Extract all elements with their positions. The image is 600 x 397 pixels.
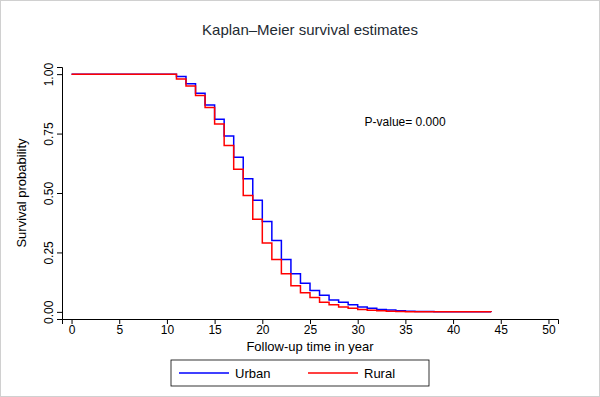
legend-label: Urban: [235, 366, 270, 381]
x-tick: 10: [161, 319, 175, 337]
x-tick: 50: [542, 319, 556, 337]
x-tick-label: 10: [161, 323, 175, 337]
x-tick-label: 30: [352, 323, 366, 337]
y-tick-mark: [57, 193, 62, 194]
annotation: P-value= 0.000: [365, 115, 446, 129]
y-tick: 0.00: [42, 300, 62, 324]
legend-swatch: [308, 372, 358, 374]
legend-label: Rural: [364, 366, 395, 381]
legend-swatch: [179, 372, 229, 374]
y-tick-mark: [57, 134, 62, 135]
y-axis-title: Survival probability: [14, 138, 29, 248]
x-tick: 15: [208, 319, 222, 337]
y-tick-label: 1.00: [42, 63, 56, 87]
x-tick-label: 40: [447, 323, 461, 337]
x-tick-label: 50: [542, 323, 556, 337]
survival-line: [72, 74, 492, 312]
y-tick: 0.50: [42, 181, 62, 205]
y-axis-line: [57, 68, 63, 320]
title: Kaplan–Meier survival estimates: [202, 21, 418, 38]
plot-area: [72, 74, 492, 312]
x-axis: 0 5 10 15 20 25 30 35 40 45 50: [63, 319, 559, 337]
x-axis-title: Follow-up time in year: [246, 339, 374, 354]
y-tick-mark: [57, 312, 62, 313]
y-tick-label: 0.00: [42, 300, 56, 324]
y-tick-mark: [57, 252, 62, 253]
legend-box: [171, 360, 429, 386]
legend: Urban Rural: [171, 360, 429, 386]
y-tick-mark: [57, 74, 62, 75]
y-tick: 0.75: [42, 122, 62, 146]
y-axis: 0.00 0.25 0.50 0.75 1.00: [42, 63, 63, 324]
x-tick-label: 35: [399, 323, 413, 337]
x-tick: 25: [304, 319, 318, 337]
background: [1, 1, 600, 397]
y-tick-label: 0.25: [42, 241, 56, 265]
x-tick: 40: [447, 319, 461, 337]
x-tick: 45: [495, 319, 509, 337]
y-tick: 1.00: [42, 63, 62, 87]
x-tick: 5: [116, 319, 123, 337]
x-tick-label: 5: [116, 323, 123, 337]
x-tick-label: 25: [304, 323, 318, 337]
y-tick: 0.25: [42, 241, 62, 265]
x-tick-label: 45: [495, 323, 509, 337]
x-tick-label: 0: [69, 323, 76, 337]
x-tick: 20: [256, 319, 270, 337]
x-tick: 35: [399, 319, 413, 337]
x-tick-label: 20: [256, 323, 270, 337]
chart: 0.00 0.25 0.50 0.75 1.00 0 5 10 15 20 25 30 35 40 45 50…: [0, 0, 600, 397]
x-tick: 0: [69, 319, 76, 337]
x-tick-label: 15: [208, 323, 222, 337]
y-tick-label: 0.50: [42, 181, 56, 205]
survival-line: [72, 74, 492, 312]
y-tick-label: 0.75: [42, 122, 56, 146]
x-tick: 30: [352, 319, 366, 337]
